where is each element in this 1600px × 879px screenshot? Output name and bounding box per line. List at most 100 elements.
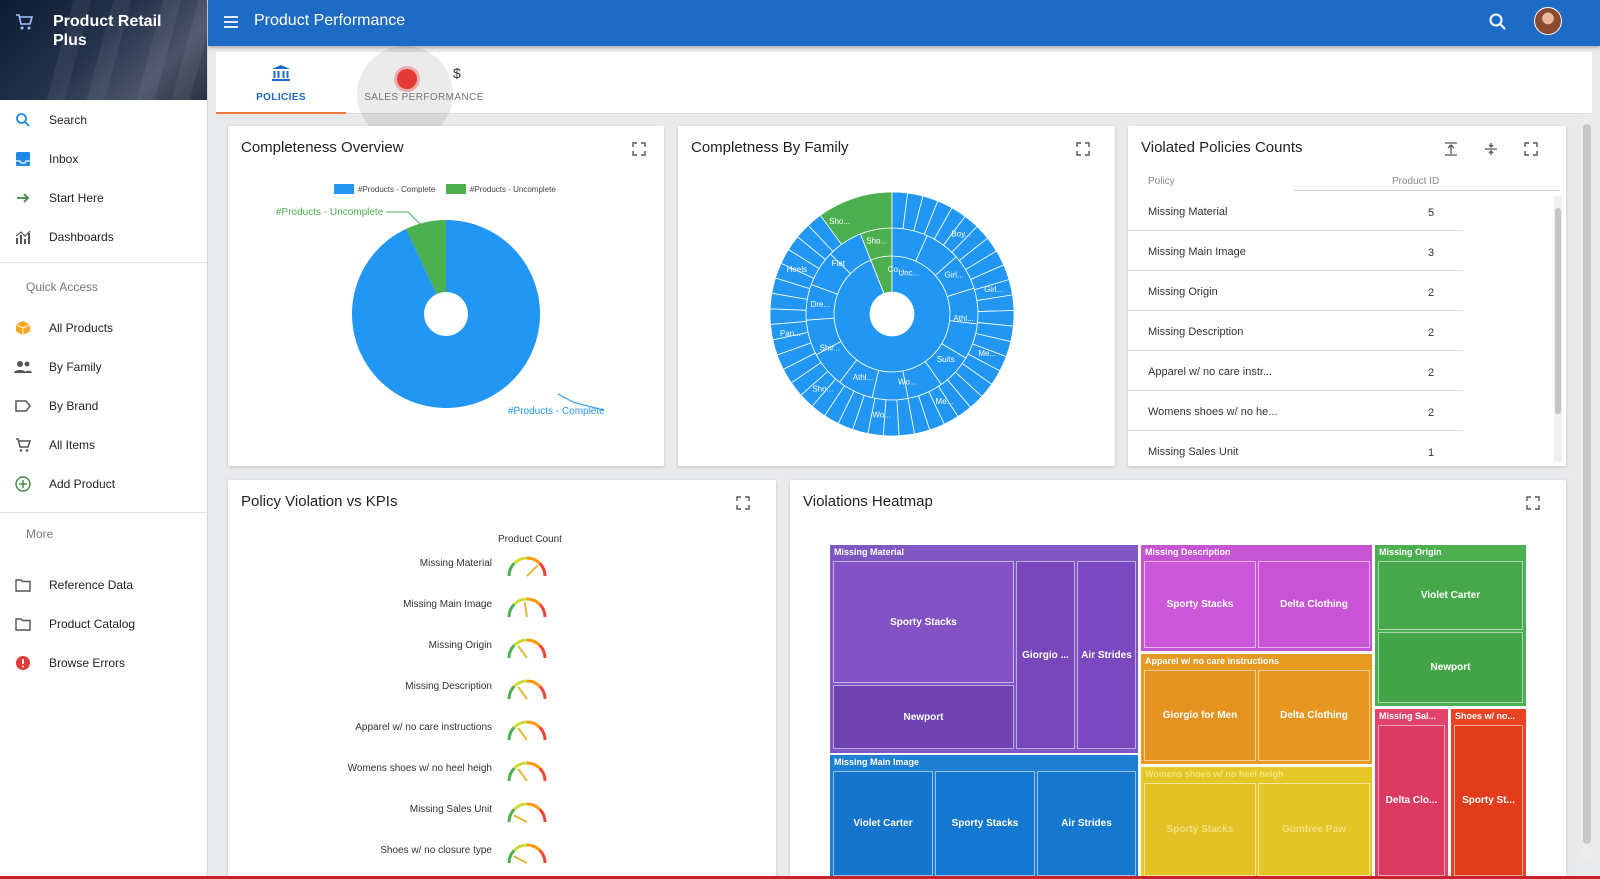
sidebar-item-by-brand[interactable]: By Brand bbox=[0, 388, 207, 424]
policy-count: 2 bbox=[1428, 407, 1435, 419]
tab-label: SALES PERFORMANCE bbox=[364, 92, 484, 103]
slice-label-complete: #Products - Complete bbox=[508, 406, 605, 417]
kpi-row[interactable]: Shoes w/ no closure type bbox=[228, 835, 768, 876]
svg-text:$: $ bbox=[453, 65, 461, 81]
sidebar-item-search[interactable]: Search bbox=[0, 102, 207, 138]
sidebar-item-browse-errors[interactable]: Browse Errors bbox=[0, 645, 207, 681]
heatmap-tile[interactable]: Sporty Stacks bbox=[833, 561, 1014, 683]
kpi-row[interactable]: Apparel w/ no care instructions bbox=[228, 712, 768, 753]
kpi-row[interactable]: Missing Origin bbox=[228, 630, 768, 671]
expand-icon[interactable] bbox=[632, 142, 646, 156]
sunburst-segment[interactable] bbox=[769, 308, 807, 325]
sunburst-label: Girl... bbox=[945, 271, 964, 280]
expand-icon[interactable] bbox=[1526, 496, 1540, 510]
card-title: Policy Violation vs KPIs bbox=[241, 493, 398, 510]
heatmap-tile[interactable]: Gumtree Paw bbox=[1258, 783, 1370, 876]
kpi-row[interactable]: Missing Material bbox=[228, 548, 768, 589]
gauge-needle bbox=[517, 727, 528, 741]
donut-hole bbox=[424, 292, 468, 336]
sidebar-item-dashboards[interactable]: Dashboards bbox=[0, 219, 207, 255]
heatmap-tile[interactable]: Sporty St... bbox=[1454, 725, 1523, 876]
sidebar-item-all-items[interactable]: All Items bbox=[0, 427, 207, 463]
cursor-indicator bbox=[397, 69, 417, 89]
page-scrollbar[interactable] bbox=[1582, 116, 1592, 860]
sunburst-label: Boy... bbox=[951, 229, 971, 238]
donut-chart: #Products - Complete #Products - Uncompl… bbox=[276, 184, 605, 417]
heatmap-tile[interactable]: Sporty Stacks bbox=[1144, 783, 1256, 876]
table-row[interactable]: Missing Material 5 bbox=[1128, 192, 1463, 231]
sidebar-item-start-here[interactable]: Start Here bbox=[0, 180, 207, 216]
gauge-needle bbox=[517, 686, 528, 700]
heatmap-tile[interactable]: Delta Clothing bbox=[1258, 561, 1370, 648]
tab-bar: POLICIES $ SALES PERFORMANCE bbox=[216, 46, 1592, 142]
kpi-row[interactable]: Missing Description bbox=[228, 671, 768, 712]
gauge-band bbox=[513, 802, 528, 811]
sidebar-item-by-family[interactable]: By Family bbox=[0, 349, 207, 385]
sidebar-item-label: Product Catalog bbox=[49, 617, 136, 631]
tab-sales-performance[interactable]: $ SALES PERFORMANCE bbox=[354, 52, 494, 114]
tab-label: POLICIES bbox=[256, 92, 306, 103]
kpi-column-header: Product Count bbox=[498, 534, 562, 545]
sunburst-label: Unc... bbox=[898, 269, 919, 278]
policy-name: Missing Main Image bbox=[1148, 246, 1246, 258]
menu-icon[interactable] bbox=[222, 13, 240, 31]
heatmap-tile[interactable]: Air Strides bbox=[1077, 561, 1136, 749]
sunburst-label: Me... bbox=[978, 349, 996, 358]
table-row[interactable]: Missing Main Image 3 bbox=[1128, 232, 1463, 271]
kpi-row[interactable]: Missing Sales Unit bbox=[228, 794, 768, 835]
table-scrollbar[interactable] bbox=[1554, 196, 1562, 462]
expand-icon[interactable] bbox=[1076, 142, 1090, 156]
donut-slice-uncomplete[interactable] bbox=[405, 220, 446, 314]
search-icon[interactable] bbox=[1488, 12, 1508, 32]
heatmap-tile[interactable]: Sporty Stacks bbox=[935, 771, 1035, 876]
sidebar-item-product-catalog[interactable]: Product Catalog bbox=[0, 606, 207, 642]
sunburst-segment[interactable] bbox=[807, 214, 843, 253]
heatmap-tile[interactable]: Giorgio ... bbox=[1016, 561, 1075, 749]
gauge-band bbox=[538, 685, 547, 700]
slice-label-uncomplete: #Products - Uncomplete bbox=[276, 207, 384, 218]
heatmap-tile[interactable]: Violet Carter bbox=[1378, 561, 1523, 630]
heatmap-tile[interactable]: Sporty Stacks bbox=[1144, 561, 1256, 648]
kpi-row[interactable]: Missing Main Image bbox=[228, 589, 768, 630]
card-title: Completness By Family bbox=[691, 139, 849, 156]
heatmap-tile[interactable]: Violet Carter bbox=[833, 771, 933, 876]
expand-icon[interactable] bbox=[1524, 142, 1538, 156]
page-scroll-thumb[interactable] bbox=[1583, 124, 1591, 844]
avatar[interactable] bbox=[1534, 7, 1562, 35]
kpi-row[interactable]: Womens shoes w/ no heel heigh bbox=[228, 753, 768, 794]
table-scroll-thumb[interactable] bbox=[1555, 208, 1561, 414]
column-header-policy: Policy bbox=[1148, 176, 1175, 187]
expand-icon[interactable] bbox=[736, 496, 750, 510]
policy-name: Missing Sales Unit bbox=[1148, 446, 1239, 458]
leader-line-complete bbox=[557, 393, 604, 411]
heatmap-tile[interactable]: Giorgio for Men bbox=[1144, 670, 1256, 761]
kpi-label: Missing Main Image bbox=[403, 599, 492, 610]
table-row[interactable]: Missing Description 2 bbox=[1128, 312, 1463, 351]
heatmap-tile[interactable]: Newport bbox=[1378, 632, 1523, 703]
table-row[interactable]: Missing Sales Unit 1 bbox=[1128, 432, 1463, 466]
collapse-all-icon[interactable] bbox=[1484, 142, 1498, 156]
table-row[interactable]: Womens shoes w/ no he... 2 bbox=[1128, 392, 1463, 431]
chart-icon bbox=[13, 227, 33, 247]
gauge-band bbox=[507, 685, 516, 700]
gauge-band bbox=[513, 638, 528, 647]
heatmap-tile[interactable]: Delta Clo... bbox=[1378, 725, 1445, 876]
heatmap-tile[interactable]: Delta Clothing bbox=[1258, 670, 1370, 761]
policy-count: 5 bbox=[1428, 207, 1435, 219]
gauge-band bbox=[526, 679, 541, 688]
tab-policies[interactable]: POLICIES bbox=[216, 52, 346, 114]
expand-all-icon[interactable] bbox=[1444, 142, 1458, 156]
sunburst-label: Shir... bbox=[820, 343, 840, 352]
sidebar-item-reference-data[interactable]: Reference Data bbox=[0, 567, 207, 603]
sidebar-item-inbox[interactable]: Inbox bbox=[0, 141, 207, 177]
sidebar-item-all-products[interactable]: All Products bbox=[0, 310, 207, 346]
gauge-needle bbox=[526, 564, 539, 577]
heatmap-tile[interactable]: Air Strides bbox=[1037, 771, 1136, 876]
gauge-icon bbox=[507, 638, 547, 659]
sidebar-item-add-product[interactable]: Add Product bbox=[0, 466, 207, 502]
heatmap-group-label: Womens shoes w/ no heel heigh bbox=[1145, 769, 1284, 779]
table-row[interactable]: Apparel w/ no care instr... 2 bbox=[1128, 352, 1463, 391]
sidebar-item-label: Inbox bbox=[49, 152, 79, 166]
heatmap-tile[interactable]: Newport bbox=[833, 685, 1014, 749]
table-row[interactable]: Missing Origin 2 bbox=[1128, 272, 1463, 311]
